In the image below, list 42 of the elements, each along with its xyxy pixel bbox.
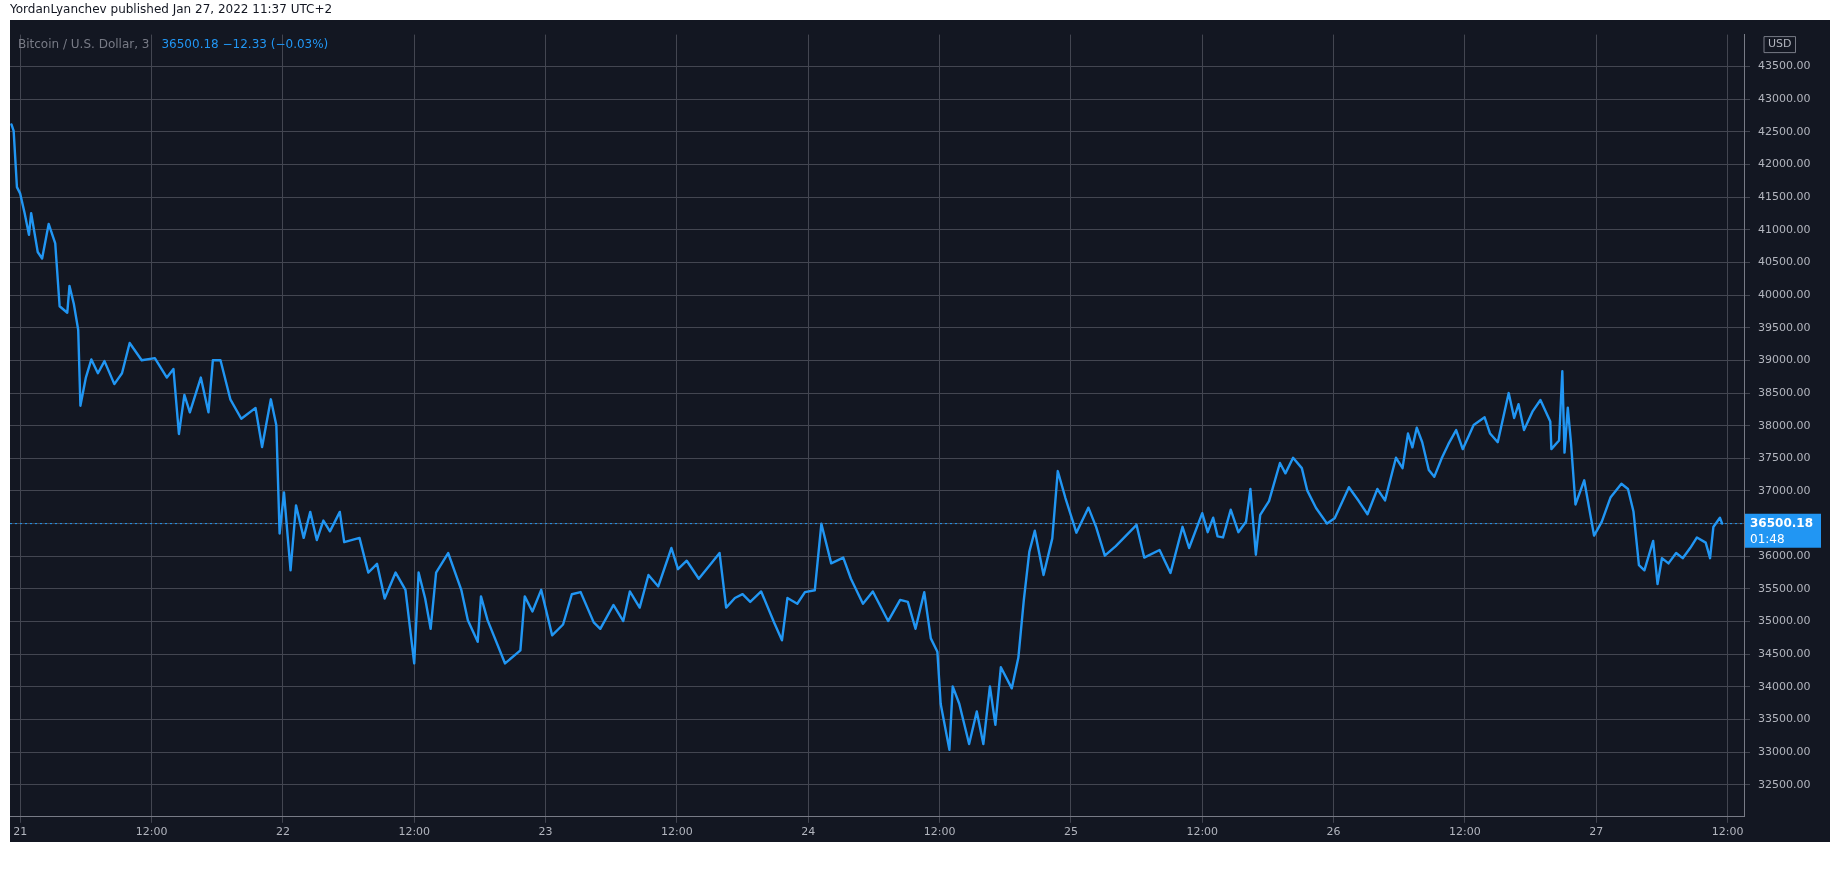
y-tick-label: 43500.00: [1758, 59, 1811, 73]
chart-subtitle: 36500.18 −12.33 (−0.03%): [161, 36, 329, 51]
y-tick-label: 33500.00: [1758, 712, 1811, 726]
x-tick-label: 26: [1326, 825, 1341, 839]
y-tick-label: 39000.00: [1758, 353, 1811, 367]
y-tick-label: 33000.00: [1758, 745, 1811, 759]
x-tick-label: 12:00: [135, 825, 168, 839]
x-tick-label: 12:00: [1186, 825, 1219, 839]
x-tick-label: 12:00: [1449, 825, 1481, 839]
x-tick-label: 24: [801, 825, 816, 839]
y-tick-label: 41500.00: [1758, 190, 1811, 204]
x-tick-label: 27: [1589, 825, 1604, 839]
y-tick-label: 41000.00: [1758, 222, 1811, 236]
y-tick-label: 38000.00: [1758, 418, 1811, 432]
ref-line-label: 36500.18: [1750, 515, 1814, 530]
y-tick-label: 39500.00: [1758, 320, 1811, 334]
y-tick-label: 35500.00: [1758, 581, 1811, 595]
text: YordanLyanchev published Jan 27, 2022 11:37 UTC+2: [10, 2, 333, 16]
y-tick-label: 32500.00: [1758, 777, 1811, 791]
y-axis-title: USD: [1768, 37, 1792, 51]
x-tick-label: 12:00: [1711, 825, 1744, 839]
y-tick-label: 36000.00: [1758, 549, 1811, 563]
x-tick-label: 21: [13, 825, 28, 839]
y-tick-label: 37500.00: [1758, 451, 1811, 465]
y-tick-label: 34000.00: [1758, 679, 1811, 693]
x-tick-label: 23: [538, 825, 553, 839]
x-tick-label: 12:00: [398, 825, 431, 839]
y-tick-label: 34500.00: [1758, 647, 1811, 661]
y-tick-label: 38500.00: [1758, 385, 1811, 399]
y-tick-label: 40000.00: [1758, 287, 1811, 301]
text: 01:48: [1750, 531, 1785, 546]
x-tick-label: 12:00: [661, 825, 693, 839]
chart-title: Bitcoin / U.S. Dollar, 3: [18, 36, 150, 51]
x-tick-label: 12:00: [923, 825, 956, 839]
y-tick-label: 37000.00: [1758, 483, 1811, 497]
x-tick-label: 22: [275, 825, 290, 839]
x-tick-label: 25: [1063, 825, 1078, 839]
y-tick-label: 40500.00: [1758, 255, 1811, 269]
y-tick-label: 42500.00: [1758, 124, 1811, 138]
y-tick-label: 43000.00: [1758, 92, 1811, 106]
y-tick-label: 35000.00: [1758, 614, 1811, 628]
y-tick-label: 42000.00: [1758, 157, 1811, 171]
